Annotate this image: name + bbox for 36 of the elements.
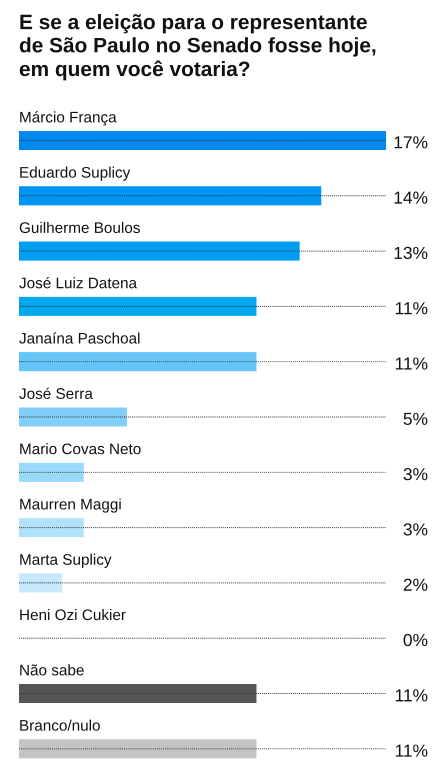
bar — [19, 462, 84, 482]
bar — [19, 296, 256, 316]
data-label: 14% — [394, 192, 428, 204]
data-label: 11% — [396, 302, 428, 314]
y-tick-label: Eduardo Suplicy — [20, 166, 130, 181]
data-label: 17% — [394, 136, 428, 148]
bar — [19, 739, 256, 758]
bar — [19, 186, 322, 206]
data-label: 11% — [396, 689, 428, 702]
y-tick-label: Marta Suplicy — [20, 554, 112, 568]
data-label: 2% — [404, 578, 428, 591]
chart-title: E se a eleição para o representante de São Paulo no Senado fosse hoje, em quem você votaria? — [20, 14, 376, 80]
data-label: 11% — [396, 357, 428, 370]
bar — [19, 130, 386, 150]
bar — [19, 352, 256, 372]
data-label: 13% — [394, 246, 428, 260]
bar — [19, 242, 300, 261]
y-tick-label: Janaína Paschoal — [19, 332, 140, 344]
bar — [19, 684, 256, 704]
y-tick-label: Não sabe — [20, 664, 84, 676]
y-tick-label: José Serra — [19, 388, 93, 399]
data-label: 11% — [396, 744, 428, 757]
y-tick-label: Maurren Maggi — [20, 498, 121, 513]
bar — [19, 573, 62, 592]
data-label: 5% — [404, 412, 428, 425]
y-tick-label: Márcio França — [20, 111, 117, 126]
y-tick-label: Guilherme Boulos — [20, 222, 140, 234]
data-label: 0% — [404, 634, 428, 646]
y-tick-label: Branco/nulo — [20, 720, 100, 731]
y-tick-label: Heni Ozi Cukier — [20, 608, 126, 620]
data-label: 3% — [404, 523, 428, 536]
data-label: 3% — [404, 468, 428, 480]
y-tick-label: José Luiz Datena — [19, 276, 138, 288]
y-tick-label: Mario Covas Neto — [20, 443, 141, 454]
bar — [19, 407, 127, 427]
bar — [19, 518, 84, 538]
